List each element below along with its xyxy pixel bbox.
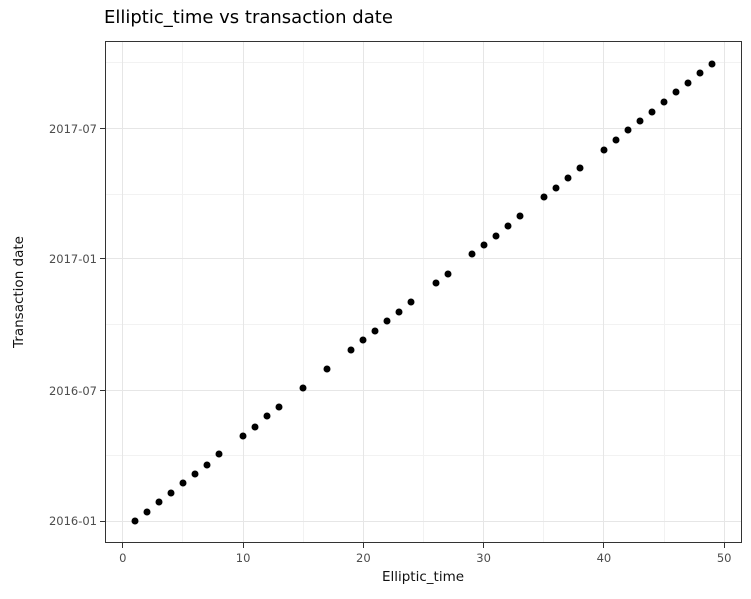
data-point [407,298,415,306]
x-tick-mark [362,543,364,548]
plot-panel [105,41,742,543]
data-point [383,317,391,325]
data-point [468,250,476,258]
y-tick-mark [100,258,105,260]
data-point [215,450,223,458]
x-tick-label: 40 [596,551,612,565]
x-major-gridline [483,42,485,542]
data-point [179,479,187,487]
data-point [347,346,355,354]
y-tick-label: 2017-07 [48,121,97,136]
data-point [540,193,548,201]
data-point [684,79,692,87]
x-axis-title: Elliptic_time [381,569,465,585]
y-minor-gridline [106,324,741,326]
data-point [624,126,632,134]
chart-title: Elliptic_time vs transaction date [104,7,393,28]
y-major-gridline [106,390,741,392]
data-point [444,270,452,278]
y-minor-gridline [106,193,741,195]
x-tick-label: 20 [356,551,371,565]
y-tick-label: 2016-01 [48,514,97,529]
data-point [143,508,151,516]
x-tick-mark [723,543,725,548]
x-tick-mark [242,543,244,548]
data-point [600,146,608,154]
x-major-gridline [242,42,244,542]
y-tick-mark [100,390,105,392]
y-minor-gridline [106,455,741,457]
y-major-gridline [106,128,741,130]
x-major-gridline [603,42,605,542]
data-point [552,184,560,192]
data-point [660,98,668,106]
data-point [371,327,379,335]
y-tick-mark [100,520,105,522]
data-point [480,241,488,249]
data-point [576,164,584,172]
data-point [612,136,620,144]
x-tick-mark [122,543,124,548]
data-point [323,365,331,373]
data-point [696,69,704,77]
data-point [275,403,283,411]
data-point [191,470,199,478]
y-minor-gridline [106,62,741,64]
x-minor-gridline [423,42,424,542]
data-point [203,461,211,469]
y-major-gridline [106,258,741,260]
data-point [395,308,403,316]
data-point [432,279,440,287]
y-axis-title: Transaction date [11,236,27,348]
data-point [155,498,163,506]
data-point [239,432,247,440]
data-point [299,384,307,392]
x-tick-mark [603,543,605,548]
x-minor-gridline [182,42,184,542]
x-minor-gridline [543,42,545,542]
x-tick-label: 30 [476,551,491,565]
y-tick-label: 2017-01 [48,251,97,266]
data-point [251,423,259,430]
y-major-gridline [106,520,741,522]
data-point [131,517,139,525]
data-point [263,412,271,420]
x-tick-label: 50 [716,551,732,565]
data-point [672,88,680,96]
data-point [636,117,644,125]
y-tick-label: 2016-07 [48,383,97,398]
data-point [359,336,367,344]
data-point [492,232,500,240]
data-point [504,222,512,230]
x-major-gridline [122,42,124,542]
data-point [564,174,572,182]
x-tick-label: 10 [235,551,251,565]
y-tick-mark [100,128,105,130]
data-point [648,108,656,116]
data-point [167,489,175,496]
data-point [516,212,524,220]
data-point [708,60,716,68]
x-major-gridline [723,42,725,542]
x-minor-gridline [302,42,304,542]
x-major-gridline [362,42,364,542]
x-minor-gridline [663,42,665,542]
x-tick-label: 0 [119,551,127,565]
x-tick-mark [483,543,485,548]
